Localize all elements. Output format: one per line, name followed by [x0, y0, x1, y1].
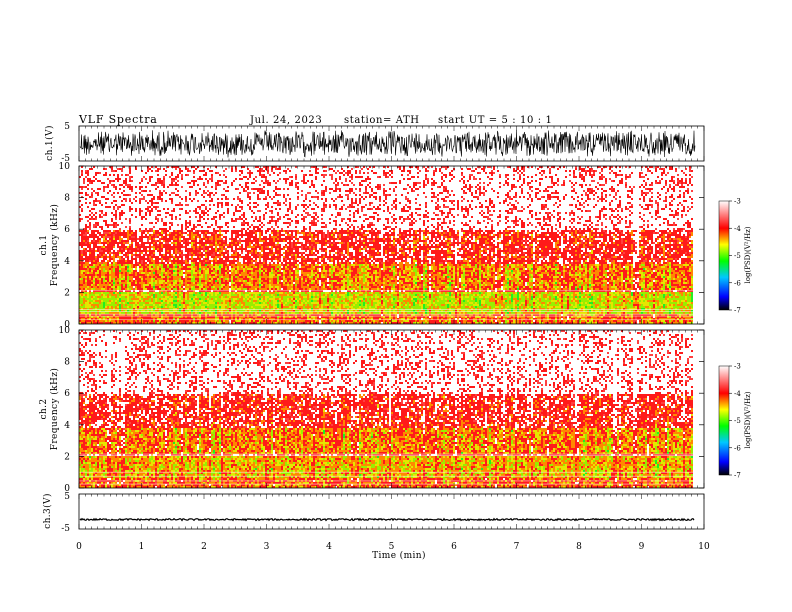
freq-tick-label: 4 — [64, 257, 70, 267]
ch1-colorbar-label: log(PSD)(V²/Hz) — [744, 226, 752, 283]
freq-tick-label: 6 — [64, 225, 70, 235]
colorbar-tick-label: -3 — [734, 363, 741, 371]
time-axis-label: Time (min) — [372, 550, 426, 561]
colorbar-tick-label: -3 — [734, 198, 741, 206]
freq-tick-label: 2 — [64, 288, 70, 298]
ch1-colorbar — [719, 201, 729, 310]
freq-tick-label: 10 — [59, 162, 71, 172]
colorbar-tick-label: -4 — [734, 390, 741, 398]
start-ut-label: start UT = 5 : 10 : 1 — [438, 115, 552, 126]
freq-tick-label: 4 — [64, 421, 70, 431]
ch2-colorbar-ticks: -3 -4 -5 -6 -7 — [729, 363, 741, 480]
freq-tick-label: 8 — [64, 358, 70, 368]
ch2-colorbar — [719, 366, 729, 475]
ch1-spectrogram-ylabel: Frequency (kHz) — [49, 204, 60, 287]
colorbar-tick-label: -5 — [734, 252, 741, 260]
freq-tick-label: 6 — [64, 389, 70, 399]
colorbar-tick-label: -7 — [734, 307, 741, 315]
ch1-spectrogram-channel-label: ch.1 — [39, 234, 49, 255]
colorbar-tick-label: -6 — [734, 444, 741, 452]
ch2-spectrogram-ylabel: Frequency (kHz) — [49, 368, 60, 451]
ch1-waveform-panel: 5 -5 ch.1(V) — [44, 122, 704, 164]
ch3-waveform-ylabel: ch.3(V) — [42, 493, 53, 529]
ch3-ytick-bottom: -5 — [61, 524, 70, 534]
vlf-spectra-figure: VLF Spectra Jul. 24, 2023 station= ATH s… — [0, 0, 792, 612]
freq-tick-label: 8 — [64, 194, 70, 204]
time-tick-label: 8 — [576, 542, 582, 552]
date-label: Jul. 24, 2023 — [249, 115, 322, 126]
ch2-spectrogram-channel-label: ch.2 — [39, 398, 49, 419]
time-tick-label: 1 — [139, 542, 145, 552]
time-tick-label: 2 — [201, 542, 207, 552]
ch2-colorbar-label: log(PSD)(V²/Hz) — [744, 391, 752, 448]
ch3-ytick-top: 5 — [64, 492, 70, 502]
colorbar-tick-label: -4 — [734, 225, 741, 233]
colorbar-tick-label: -7 — [734, 472, 741, 480]
freq-tick-label: 2 — [64, 452, 70, 462]
colorbar-tick-label: -5 — [734, 417, 741, 425]
time-tick-label: 4 — [326, 542, 332, 552]
time-tick-label: 10 — [698, 542, 710, 552]
ch1-waveform-ylabel: ch.1(V) — [44, 125, 55, 161]
time-tick-label: 0 — [76, 542, 82, 552]
time-tick-label: 3 — [264, 542, 270, 552]
time-tick-label: 7 — [514, 542, 520, 552]
station-label: station= ATH — [344, 115, 420, 126]
time-tick-label: 6 — [451, 542, 457, 552]
time-tick-label: 9 — [639, 542, 645, 552]
figure-title: VLF Spectra — [78, 113, 158, 126]
ch1-colorbar-ticks: -3 -4 -5 -6 -7 — [729, 198, 741, 315]
freq-tick-label: 10 — [59, 326, 71, 336]
ch3-waveform-frame — [79, 494, 704, 529]
ch1-ytick-top: 5 — [64, 122, 70, 132]
colorbar-tick-label: -6 — [734, 279, 741, 287]
